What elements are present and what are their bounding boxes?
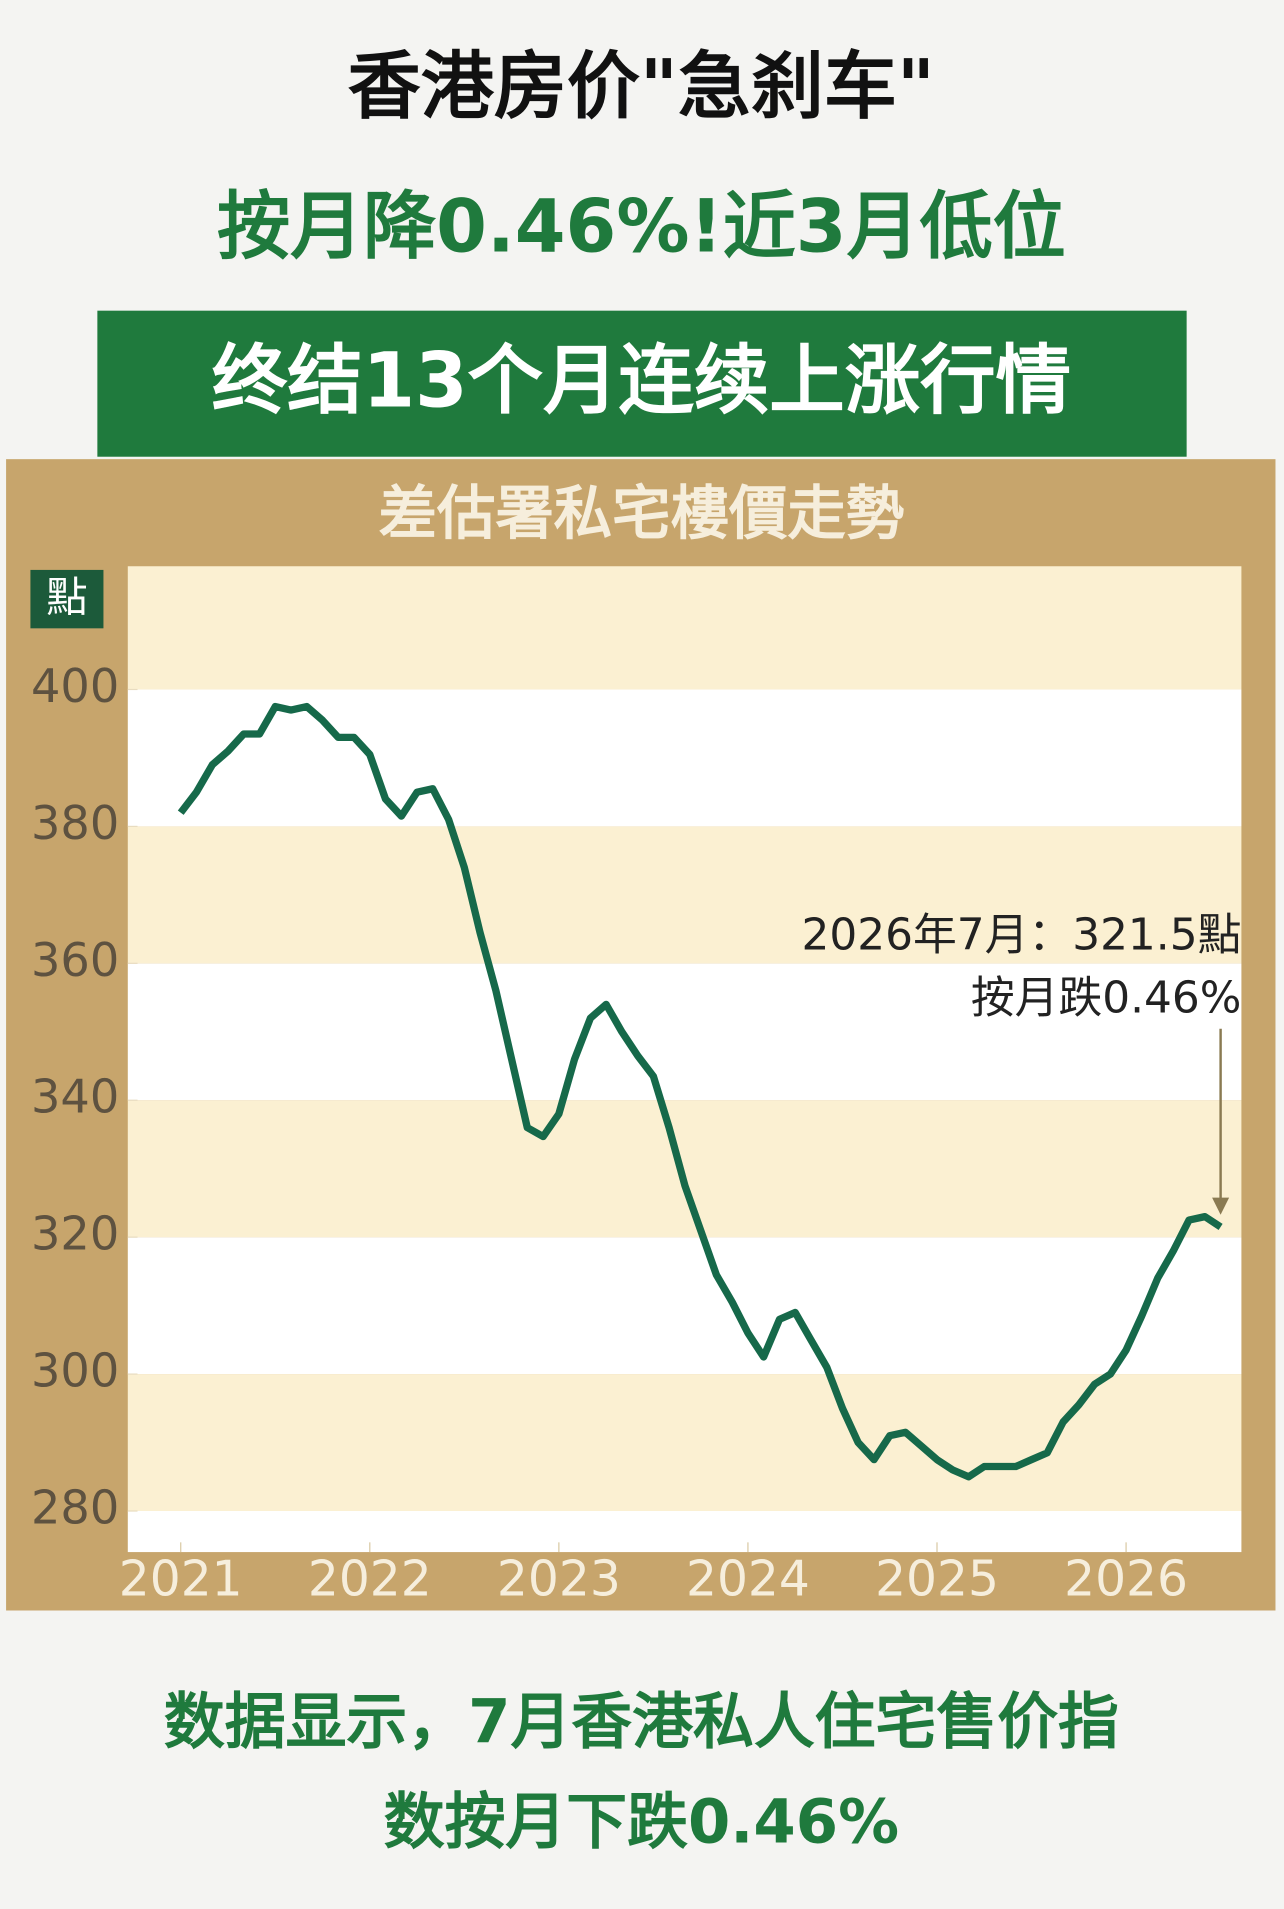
y-unit: 點 [46, 573, 87, 621]
x-tick-label: 2021 [119, 1552, 243, 1608]
banner: 终结13个月连续上涨行情 [212, 337, 1071, 425]
y-tick-label: 380 [31, 796, 119, 850]
y-tick-label: 400 [31, 659, 119, 713]
y-tick-label: 340 [31, 1070, 119, 1124]
band [127, 566, 1242, 690]
unit-box [30, 569, 104, 629]
y-tick-label: 360 [31, 933, 119, 987]
chart-title: 差估署私宅樓價走勢 [379, 480, 905, 548]
band [127, 1237, 1242, 1375]
x-tick-label: 2024 [686, 1552, 810, 1608]
x-tick-label: 2023 [497, 1552, 621, 1608]
banner-bg [97, 310, 1187, 457]
x-tick-label: 2022 [308, 1552, 432, 1608]
price-line [177, 702, 1223, 1481]
y-tick-label: 300 [31, 1344, 119, 1398]
caption: 数据显示，7月香港私人住宅售价指 [164, 1688, 1119, 1758]
band [127, 963, 1242, 1101]
headline: 香港房价"急刹车" [348, 45, 935, 130]
caption: 数按月下跌0.46% [384, 1788, 899, 1858]
y-tick-label: 320 [31, 1207, 119, 1261]
y-tick-label: 280 [31, 1481, 119, 1535]
band [127, 1374, 1242, 1512]
arrow-head [1212, 1197, 1230, 1215]
band [127, 1100, 1242, 1238]
annotation: 2026年7月：321.5點 [801, 909, 1241, 960]
headline: 按月降0.46%!近3月低位 [217, 185, 1066, 270]
x-tick-label: 2025 [875, 1552, 999, 1608]
band [127, 1511, 1242, 1553]
x-tick-label: 2026 [1064, 1552, 1188, 1608]
band [127, 826, 1242, 964]
annotation: 按月跌0.46% [971, 973, 1242, 1024]
